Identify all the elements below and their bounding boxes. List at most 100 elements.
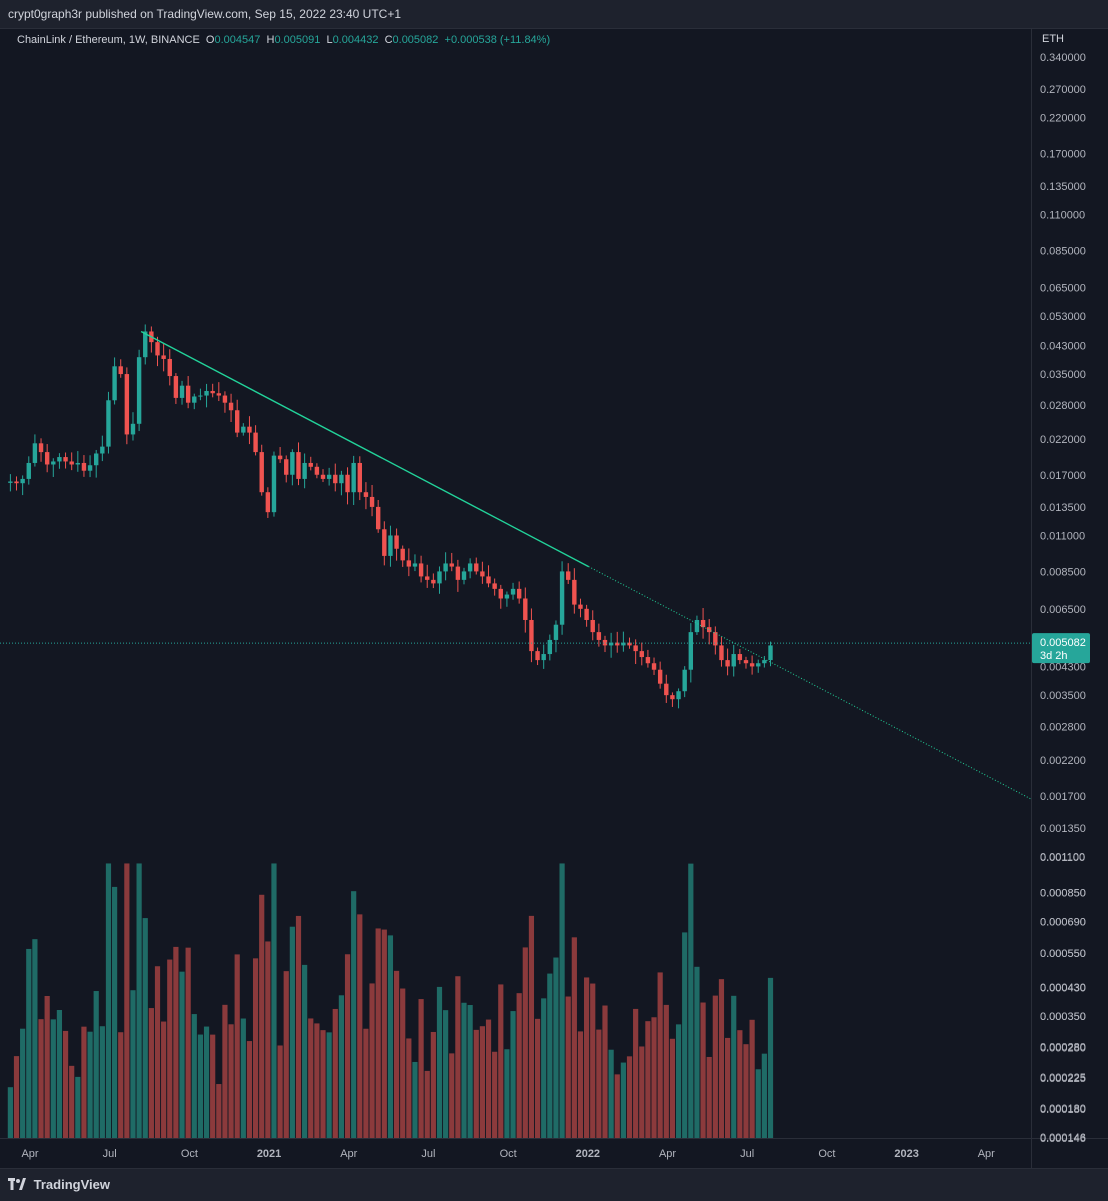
volume-bar (694, 966, 700, 1138)
candle-up (553, 624, 559, 640)
candle-down (639, 651, 644, 658)
chart-svg[interactable]: 0.340000 0.270000 0.220000 0.170000 0.135000… (0, 28, 1108, 1168)
candle-down (363, 492, 369, 497)
candle-down (382, 529, 387, 556)
candle-up (302, 462, 307, 479)
candle-up (179, 385, 185, 398)
candle-down (228, 402, 234, 411)
volume-bar (590, 983, 596, 1138)
candle-up (143, 331, 148, 358)
volume-bar (277, 1045, 283, 1138)
candle-up (547, 639, 553, 655)
candle-down (173, 376, 179, 398)
candle-up (192, 396, 197, 403)
volume-bar (424, 1070, 430, 1138)
volume-bar (584, 977, 590, 1138)
candle-down (253, 432, 258, 453)
volume-bar (210, 1034, 216, 1138)
candle-down (651, 663, 657, 670)
volume-bar (737, 1030, 743, 1138)
price-tick-label: 0.220000 (1040, 113, 1086, 125)
volume-bar (216, 1084, 222, 1138)
candle-down (259, 452, 264, 493)
volume-bar (363, 1028, 369, 1138)
volume-bar (56, 1009, 63, 1138)
volume-tick-label: 0.000180 (1040, 1103, 1086, 1115)
volume-bar (473, 1029, 479, 1138)
candle-down (118, 366, 123, 375)
candle-down (670, 695, 675, 700)
price-tick-label: 0.340000 (1040, 52, 1086, 64)
volume-bar (93, 991, 99, 1138)
candle-up (443, 563, 448, 572)
volume-bar (755, 1069, 761, 1138)
volume-bar (504, 1049, 510, 1138)
candle-down (308, 462, 313, 467)
volume-bar (173, 946, 179, 1138)
volume-bar (571, 937, 577, 1138)
candle-down (578, 604, 583, 609)
volume-bar (185, 947, 191, 1138)
candle-up (541, 654, 546, 661)
candle-down (296, 452, 301, 479)
candle-down (664, 683, 669, 696)
volume-tick-label: 0.000225 (1040, 1072, 1086, 1084)
candle-down (615, 642, 620, 646)
candle-up (136, 357, 142, 424)
volume-bar (749, 1019, 755, 1138)
candle-down (633, 645, 638, 652)
candle-down (474, 563, 479, 572)
candle-down (394, 535, 399, 549)
volume-bar (105, 863, 112, 1138)
volume-bar (436, 986, 443, 1138)
candle-up (676, 691, 681, 700)
volume-tick-label: 0.000280 (1040, 1042, 1086, 1054)
volume-bar (26, 948, 32, 1138)
volume-bar (412, 1061, 418, 1138)
trend-line[interactable] (140, 330, 589, 568)
candle-up (241, 426, 246, 433)
price-tick-label: 0.135000 (1040, 181, 1086, 193)
volume-bar (455, 976, 461, 1138)
candle-down (529, 619, 534, 652)
candle-down (369, 496, 375, 507)
trend-line-extension[interactable] (588, 566, 1032, 800)
volume-bar (69, 1065, 75, 1138)
volume-bar (332, 1008, 338, 1138)
volume-tick-label: 0.000430 (1040, 982, 1086, 994)
volume-bar (712, 995, 718, 1138)
volume-bar (44, 996, 50, 1138)
time-tick-label: Oct (818, 1148, 835, 1160)
volume-tick-label: 0.001100 (1040, 852, 1085, 864)
volume-bar (167, 959, 173, 1138)
volume-bar (443, 1010, 449, 1138)
chart-area[interactable]: 0.340000 0.270000 0.220000 0.170000 0.135000… (0, 28, 1108, 1168)
candle-down (713, 632, 718, 646)
volume-bar (485, 1019, 492, 1138)
candle-down (627, 642, 632, 646)
volume-bar (400, 988, 406, 1138)
volume-bar (87, 1031, 93, 1138)
tradingview-logo[interactable]: TradingView (8, 1177, 110, 1192)
volume-bar (467, 1005, 473, 1138)
volume-bar (743, 1044, 749, 1138)
volume-bars (7, 863, 774, 1138)
volume-bar (430, 1031, 436, 1138)
candle-up (51, 461, 56, 465)
volume-bar (675, 1024, 682, 1138)
price-tick-label: 0.270000 (1040, 84, 1086, 96)
time-tick-label: Apr (659, 1148, 676, 1160)
volume-bar (608, 1049, 614, 1138)
volume-bar (547, 973, 553, 1138)
time-tick-label: Apr (978, 1148, 995, 1160)
candle-up (694, 619, 700, 633)
candle-up (756, 663, 761, 667)
price-tick-label: 0.002800 (1040, 721, 1086, 733)
volume-bar (314, 1023, 320, 1138)
candle-down (455, 566, 461, 580)
high-label: H (266, 34, 274, 46)
candle-up (768, 645, 773, 661)
candle-up (204, 390, 209, 396)
volume-bar (320, 1030, 326, 1138)
price-tick-label: 0.065000 (1040, 283, 1086, 295)
